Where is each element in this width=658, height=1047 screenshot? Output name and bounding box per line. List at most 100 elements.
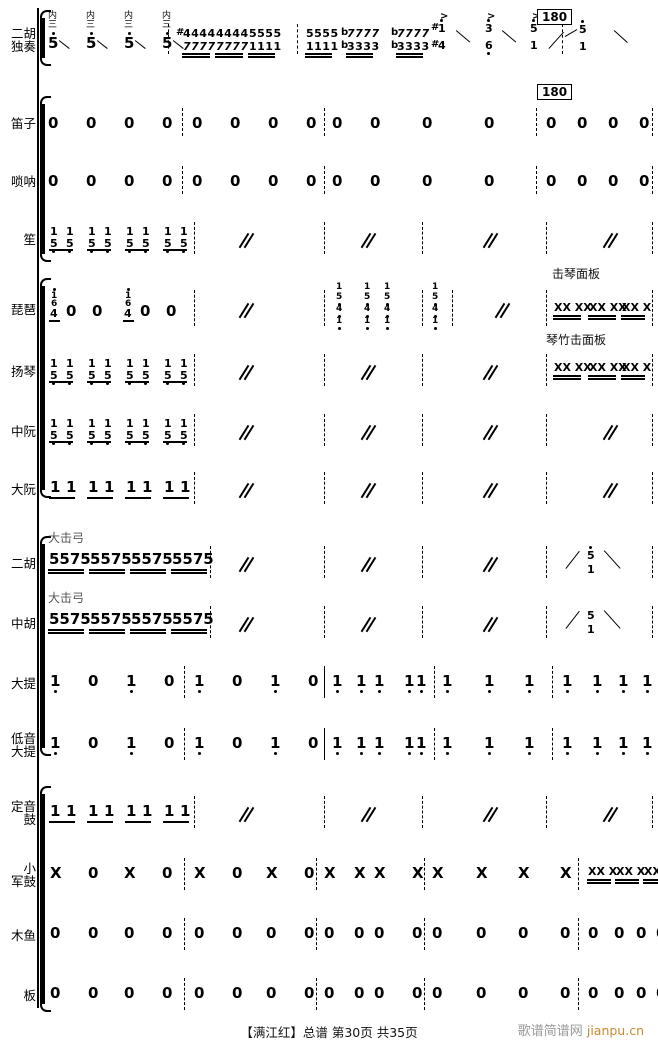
beam: [49, 821, 75, 823]
string-marker: 内三: [48, 11, 58, 30]
note: 1: [180, 478, 191, 496]
rest: 0: [370, 172, 381, 190]
barline: [184, 918, 185, 950]
barline: [422, 606, 423, 638]
rehearsal-mark-180-dizi: 180: [537, 84, 573, 100]
rest: 0: [88, 734, 99, 752]
barline: [324, 606, 325, 638]
barline: [546, 546, 547, 578]
staff-label-zhonghu: 中胡: [10, 615, 36, 631]
barline: [546, 472, 547, 504]
note: 1: [88, 225, 96, 238]
note: 5: [124, 32, 135, 52]
rest: 0: [518, 924, 529, 942]
note: 5: [66, 369, 74, 385]
rest: 0: [484, 172, 495, 190]
rest: 0: [614, 924, 625, 942]
note: 1: [125, 288, 132, 301]
note: 5: [364, 292, 371, 306]
barline: [424, 978, 425, 1010]
rest: 0: [232, 924, 243, 942]
barline: [652, 222, 653, 254]
note: 1: [270, 672, 281, 693]
staff-label-pipa: 琵琶: [10, 301, 36, 317]
barline: [194, 414, 195, 446]
rest: 0: [306, 114, 317, 132]
accidental-sharp: #: [431, 39, 440, 50]
rest: 0: [308, 734, 319, 752]
beam: [163, 821, 189, 823]
barline: [562, 24, 563, 54]
note: 1: [364, 316, 371, 330]
accidental-sharp: #: [431, 22, 440, 33]
beam: [182, 53, 210, 55]
note: 1: [432, 282, 439, 292]
repeat-measure-sign: [238, 806, 256, 823]
barline: [536, 166, 537, 194]
bracket-solo: [40, 10, 51, 66]
beam: [87, 497, 113, 499]
note: 1: [88, 357, 96, 370]
barline: [652, 354, 653, 386]
beam: [125, 249, 149, 251]
beam: [182, 56, 210, 58]
note: 1: [587, 623, 595, 636]
note: 5: [162, 32, 173, 52]
beam: [130, 629, 166, 631]
note: 7777: [183, 40, 216, 53]
note: 1: [126, 357, 134, 370]
barline: [324, 290, 325, 326]
tremolo-mark: [597, 564, 609, 575]
repeat-measure-sign: [494, 302, 512, 319]
beam: [130, 632, 166, 634]
rest: 0: [476, 984, 487, 1002]
note: 1: [50, 478, 61, 496]
note: 5575: [90, 610, 132, 628]
repeat-measure-sign: [482, 556, 500, 573]
note: 1: [164, 417, 172, 430]
bow-stroke: [172, 40, 184, 50]
beam: [588, 378, 616, 380]
barline: [652, 796, 653, 828]
rest: 0: [162, 114, 173, 132]
string-marker: 内三: [86, 11, 96, 30]
staff-label-zhongruan: 中阮: [10, 423, 36, 439]
note: 1: [562, 734, 573, 755]
note: 6: [485, 39, 493, 55]
beam: [48, 632, 84, 634]
barline: [194, 472, 195, 504]
note: 5: [66, 237, 74, 253]
rest: 0: [162, 984, 173, 1002]
beam: [125, 441, 149, 443]
rest: 0: [304, 864, 315, 882]
barline: [578, 918, 579, 950]
staff-snare: 小 军鼓 X 0 X 0 X 0 X 0 X X X X X X X X XX …: [0, 852, 658, 898]
note: 5: [66, 429, 74, 445]
rest: 0: [560, 984, 571, 1002]
tremolo-mark: [448, 42, 460, 53]
barline: [324, 222, 325, 254]
staff-erhu-solo: 二胡 独奏 内三 5 内三 5 内三 5 内三 5: [0, 10, 658, 70]
beam: [89, 632, 125, 634]
rest: 0: [639, 172, 650, 190]
note: 1: [164, 357, 172, 370]
rest: 0: [266, 924, 277, 942]
note: 5575: [131, 610, 173, 628]
note: 1: [194, 734, 205, 755]
accidental-flat: b: [391, 40, 399, 51]
barline: [182, 166, 183, 194]
note: 3333: [347, 40, 380, 53]
rest: 0: [306, 172, 317, 190]
watermark-label: 歌谱简谱网: [517, 1024, 583, 1039]
repeat-measure-sign: [360, 482, 378, 499]
note: 1: [404, 672, 415, 693]
rest: 0: [304, 984, 315, 1002]
note: 5: [88, 429, 96, 445]
page-footer: 【满江红】总谱 第30页 共35页: [240, 1025, 418, 1040]
system-spine: [37, 8, 39, 1008]
note: 5: [587, 609, 595, 622]
accidental-sharp: #: [176, 27, 185, 38]
barline: [182, 108, 183, 136]
note: 1: [104, 802, 115, 820]
note: 1: [104, 417, 112, 430]
